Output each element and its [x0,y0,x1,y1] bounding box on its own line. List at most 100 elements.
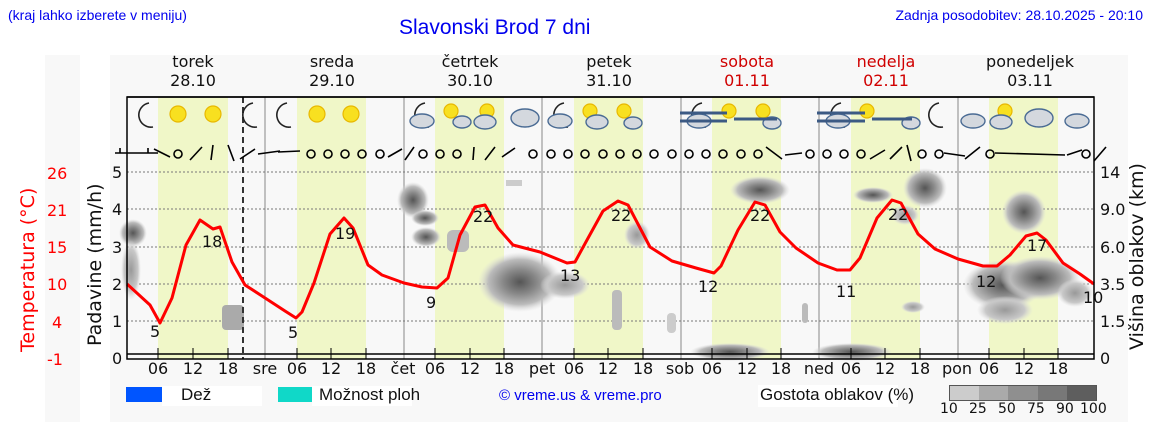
temp-annotation: 10 [1083,288,1104,307]
cloud-density-blobs [119,168,1093,361]
sun-icon [443,103,459,119]
precip-tick: 3 [112,238,123,257]
x-tick: 12 [182,359,204,378]
x-tick: 06 [286,359,308,378]
temp-annotation: 22 [611,206,632,225]
cloud-height-tick: 3.5 [1100,275,1126,294]
temp-tick: 21 [47,201,68,220]
cloud-density-colorbar [949,385,1097,401]
day-header: petek 31.10 [586,52,632,90]
moon-icon [928,102,944,128]
region-note: (kraj lahko izberete v meniju) [8,7,187,23]
day-header: sreda 29.10 [309,52,355,90]
x-tick: sob [665,359,695,378]
cloud-icon [547,113,573,129]
x-tick: 18 [909,359,931,378]
sun-icon [616,103,632,119]
x-axis-labels: 06 12 18 sre 06 12 18 čet 06 12 18 pet 0… [0,359,1152,381]
temp-annotation: 22 [888,205,909,224]
cloud-height-tick: 0 [1100,349,1111,368]
storm-legend-label: Možnost ploh [319,385,421,404]
temp-annotation: 22 [750,206,771,225]
x-ticks [157,348,1059,359]
x-tick: 06 [978,359,1000,378]
x-tick: sre [252,359,278,378]
weather-icons-row [127,97,1094,133]
chart-title: Slavonski Brod 7 dni [399,16,591,39]
cloud-icon [585,114,609,130]
x-tick: 12 [597,359,619,378]
sun-icon [342,105,360,123]
precip-tick: 4 [112,200,123,219]
day-header: četrtek 30.10 [441,52,499,90]
precip-tick: 0 [112,349,123,368]
temp-tick: 4 [52,313,63,332]
temp-annotation: 17 [1027,236,1048,255]
day-header: nedelja 02.11 [856,52,916,90]
x-tick: 06 [701,359,723,378]
temp-annotation: 18 [202,232,223,251]
cloud-density-ticks: 10 25 50 75 90 100 [940,401,1107,417]
temp-annotation: 5 [288,323,299,342]
temp-tick: 26 [47,164,68,183]
weather-icons [138,102,1090,130]
wind-barbs-row [115,144,1107,162]
sun-icon [859,103,875,119]
day-header: ponedeljek 03.11 [986,52,1074,90]
precip-tick: 1 [112,312,123,331]
temp-tick: 15 [47,238,68,257]
temp-annotation: 5 [150,322,161,341]
cloud-density-label: Gostota oblakov (%) [760,385,915,404]
cloud-height-tick: 6.0 [1100,238,1126,257]
x-tick: 12 [459,359,481,378]
x-tick: 06 [147,359,169,378]
x-tick: čet [390,359,416,378]
cloud-icon [510,108,540,128]
cloud-icon [960,113,986,129]
cloud-height-tick: 1.5 [1100,312,1126,331]
copyright-link[interactable]: © vreme.us & vreme.pro [499,387,662,404]
cloud-height-tick: 9.0 [1100,200,1126,219]
moon-icon [242,102,258,128]
rain-legend-label: Dež [181,385,212,404]
cloud-icon [1064,113,1090,129]
precip-tick: 5 [112,163,123,182]
x-tick: ned [803,359,835,378]
moon-icon [138,102,154,128]
x-tick: pet [528,359,556,378]
cloud-icon [409,113,435,129]
temp-annotation: 19 [335,224,356,243]
x-tick: 12 [1013,359,1035,378]
x-tick: 12 [874,359,896,378]
cloud-icon [1024,108,1054,128]
x-tick: 12 [736,359,758,378]
x-tick: pon [941,359,973,378]
temperature-line [125,198,1095,325]
x-tick: 18 [217,359,239,378]
temp-tick: 10 [47,275,68,294]
moon-icon [276,102,292,128]
x-tick: 12 [320,359,342,378]
cloud-icon [989,114,1013,130]
temp-annotation: 13 [560,266,581,285]
temp-axis-panel [45,55,80,422]
day-headers: torek 28.10 sreda 29.10 četrtek 30.10 petek… [110,52,1128,92]
day-header: torek 28.10 [170,52,216,90]
x-tick: 06 [424,359,446,378]
temp-annotation: 11 [836,282,857,301]
storm-legend-swatch [278,387,312,402]
sun-icon [204,105,222,123]
cloud-icon [452,115,472,129]
temp-annotation: 22 [473,207,494,226]
sun-icon [308,105,326,123]
sun-icon [169,105,187,123]
x-tick: 06 [563,359,585,378]
temp-annotation: 12 [698,277,719,296]
sun-icon [721,103,737,119]
x-tick: 18 [1047,359,1069,378]
last-updated: Zadnja posodobitev: 28.10.2025 - 20:10 [895,7,1143,23]
temp-annotation: 12 [976,272,997,291]
x-tick: 18 [632,359,654,378]
fog-icon [680,111,912,123]
